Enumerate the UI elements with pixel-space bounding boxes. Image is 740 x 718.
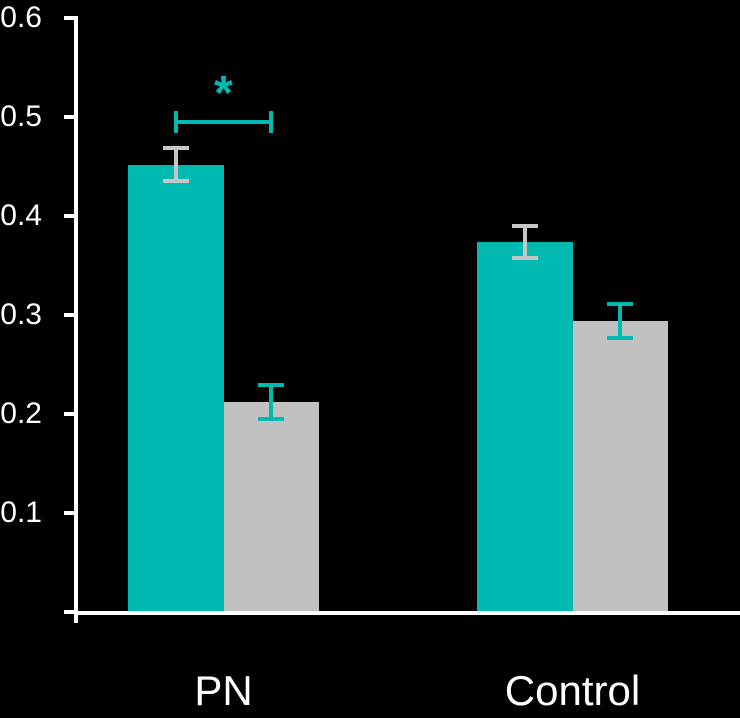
bar-pn-teal-series bbox=[128, 164, 224, 614]
error-bar-control-teal-series-line bbox=[522, 223, 527, 260]
y-tick-label: 0.3 bbox=[0, 298, 42, 331]
error-bar-control-gray-series-cap-top bbox=[607, 302, 634, 307]
y-axis-tick bbox=[64, 214, 74, 218]
y-axis-tick bbox=[64, 313, 74, 317]
significance-bracket-line bbox=[175, 119, 272, 124]
x-category-label-control: Control bbox=[504, 667, 641, 714]
error-bar-control-teal-series-cap-top bbox=[511, 223, 538, 228]
y-axis-tick bbox=[64, 412, 74, 416]
significance-bracket-cap-left bbox=[173, 110, 178, 133]
error-bar-pn-gray-series-cap-bottom bbox=[258, 416, 285, 421]
error-bar-pn-teal-series-cap-top bbox=[162, 145, 189, 150]
y-tick-label: 0.2 bbox=[0, 397, 42, 430]
x-axis-line bbox=[74, 611, 740, 615]
bar-pn-gray-series bbox=[223, 402, 319, 614]
error-bar-pn-gray-series-line bbox=[269, 383, 274, 421]
error-bar-pn-teal-series-line bbox=[173, 145, 178, 184]
y-axis-tick bbox=[64, 511, 74, 515]
significance-star: * bbox=[214, 67, 233, 120]
y-axis-tick bbox=[64, 115, 74, 119]
x-category-label-pn: PN bbox=[194, 667, 253, 714]
error-bar-control-gray-series-line bbox=[618, 302, 623, 340]
error-bar-pn-teal-series-cap-bottom bbox=[162, 179, 189, 184]
y-tick-label: 0.6 bbox=[0, 1, 42, 34]
y-tick-label: 0.1 bbox=[0, 496, 42, 529]
y-axis-line bbox=[74, 16, 78, 623]
y-tick-label: 0.5 bbox=[0, 100, 42, 133]
y-axis-tick bbox=[64, 610, 74, 614]
bar-control-gray-series bbox=[572, 320, 668, 614]
error-bar-control-gray-series-cap-bottom bbox=[607, 335, 634, 340]
y-tick-label: 0.4 bbox=[0, 199, 42, 232]
error-bar-pn-gray-series-cap-top bbox=[258, 383, 285, 388]
bar-control-teal-series bbox=[477, 241, 573, 614]
error-bar-control-teal-series-cap-bottom bbox=[511, 255, 538, 260]
significance-bracket-cap-right bbox=[269, 110, 274, 133]
y-axis-tick bbox=[64, 16, 74, 20]
